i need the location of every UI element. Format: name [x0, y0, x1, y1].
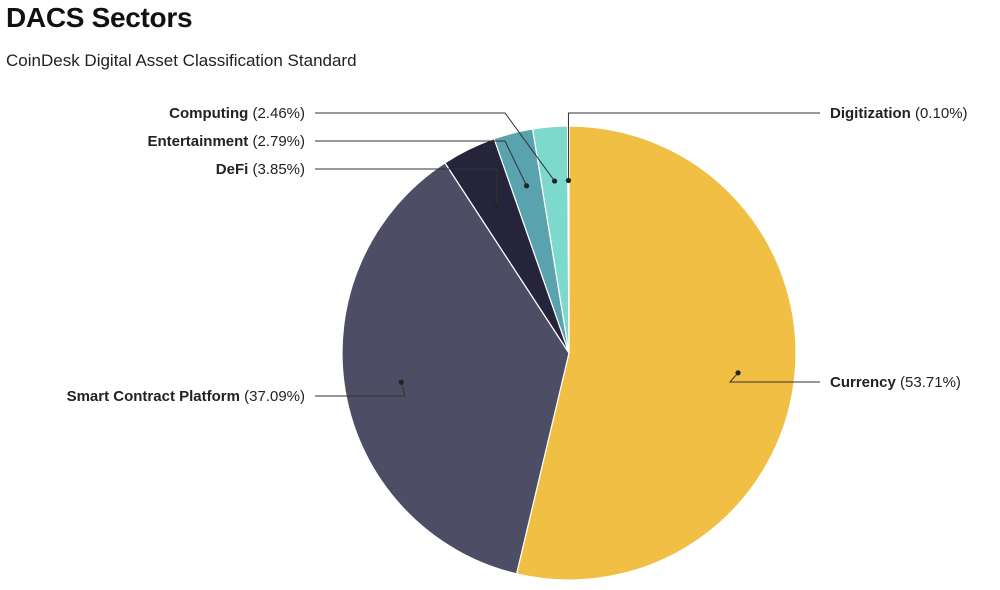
- label-name-defi: DeFi: [216, 161, 253, 178]
- leader-dot-computing: [551, 178, 558, 184]
- label-value-smart-contract-platform: (37.09%): [244, 388, 305, 405]
- label-value-digitization: (0.10%): [915, 105, 968, 122]
- leader-line-smart-contract-platform: [315, 382, 406, 397]
- label-value-entertainment: (2.79%): [252, 133, 305, 150]
- leader-line-computing: [315, 112, 556, 182]
- slice-labels: Currency (53.71%) Smart Contract Platform…: [67, 105, 968, 405]
- slice-currency[interactable]: [515, 125, 797, 581]
- chart-title: DACS Sectors: [6, 2, 193, 33]
- label-name-currency: Currency: [830, 374, 900, 391]
- label-currency: Currency (53.71%): [830, 374, 961, 391]
- label-name-smart-contract-platform: Smart Contract Platform: [67, 388, 245, 405]
- label-name-entertainment: Entertainment: [147, 133, 252, 150]
- leader-line-digitization: [567, 112, 820, 181]
- label-entertainment: Entertainment (2.79%): [147, 133, 305, 150]
- leader-dot-digitization: [565, 177, 572, 184]
- leader-dot-smart-contract-platform: [398, 379, 404, 385]
- label-value-currency: (53.71%): [900, 374, 961, 391]
- leader-dot-currency: [735, 370, 741, 376]
- leader-line-currency: [728, 372, 820, 383]
- label-value-computing: (2.46%): [252, 105, 305, 122]
- leader-lines: [315, 112, 820, 397]
- leader-line-defi: [315, 168, 498, 207]
- slice-smart-contract-platform[interactable]: [341, 162, 570, 575]
- leader-dot-defi: [494, 203, 500, 209]
- pie-slices: [341, 125, 797, 581]
- label-smart-contract-platform: Smart Contract Platform (37.09%): [67, 388, 305, 405]
- label-value-defi: (3.85%): [252, 161, 305, 178]
- label-computing: Computing (2.46%): [169, 105, 305, 122]
- chart-subtitle: CoinDesk Digital Asset Classification St…: [6, 51, 357, 70]
- leader-dot-entertainment: [523, 183, 530, 189]
- label-name-computing: Computing: [169, 105, 252, 122]
- label-name-digitization: Digitization: [830, 105, 915, 122]
- label-defi: DeFi (3.85%): [216, 161, 305, 178]
- leader-line-entertainment: [315, 140, 528, 186]
- label-digitization: Digitization (0.10%): [830, 105, 968, 122]
